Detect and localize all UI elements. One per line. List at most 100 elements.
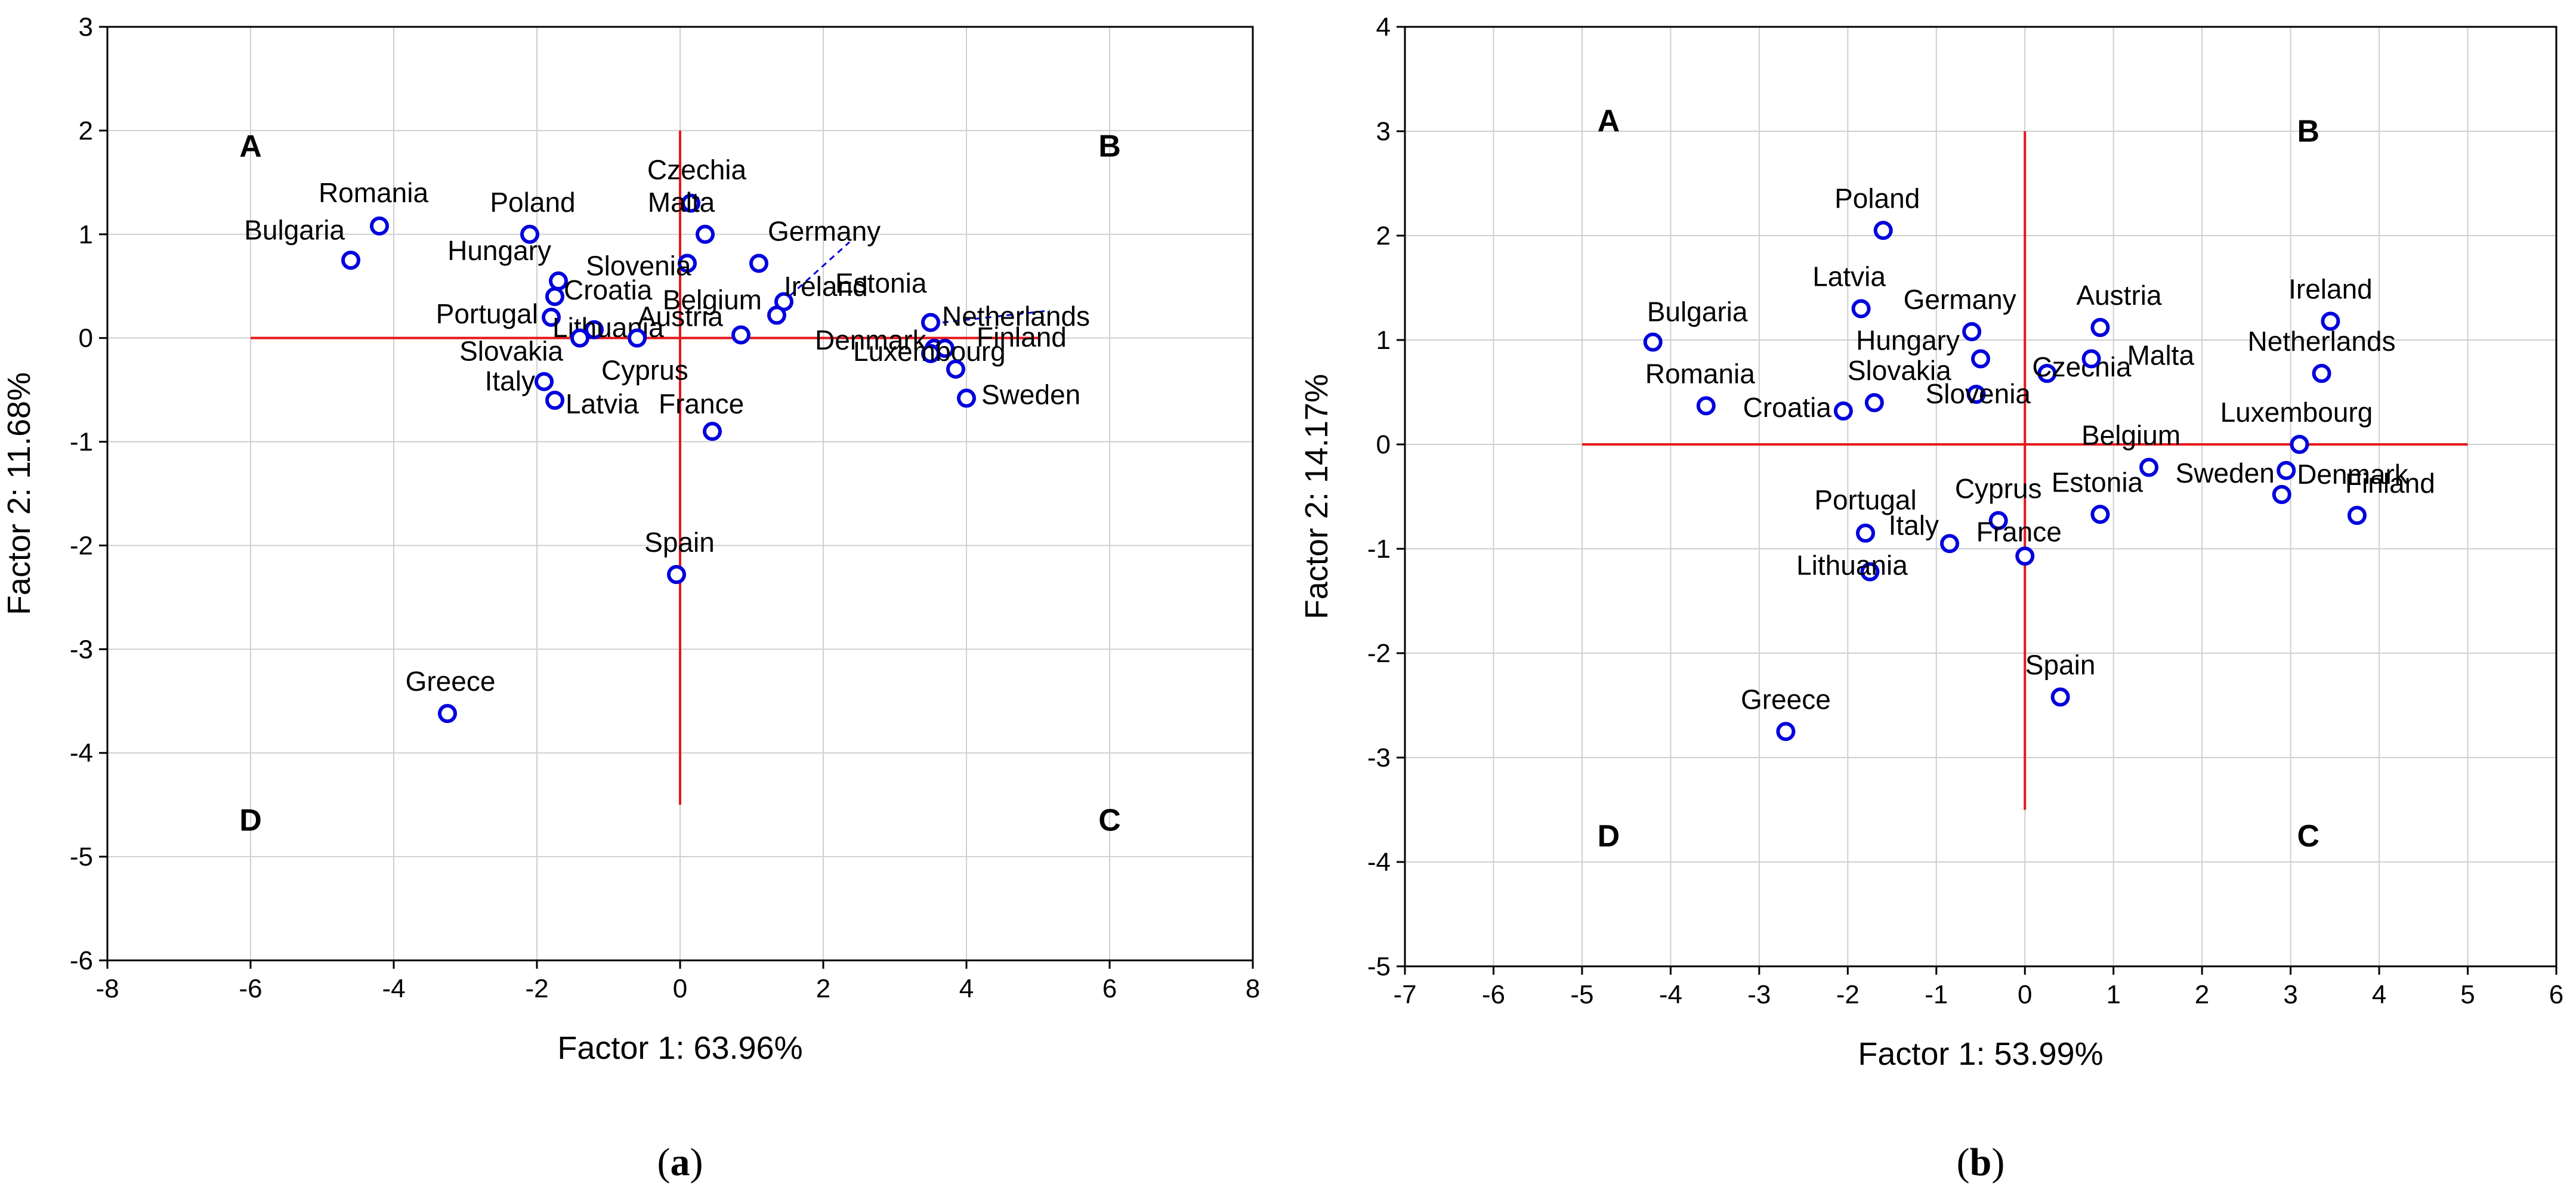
- point-latvia: [1851, 299, 1871, 319]
- x-tick-label: -5: [1570, 980, 1593, 1009]
- point-label-belgium: Belgium: [2081, 420, 2180, 451]
- point-croatia: [1833, 401, 1853, 421]
- point-malta: [696, 224, 715, 244]
- caption-paren: (: [657, 1141, 671, 1184]
- point-label-romania: Romania: [1645, 358, 1756, 389]
- point-romania: [370, 216, 389, 236]
- point-label-austria: Austria: [2076, 280, 2162, 311]
- point-label-bulgaria: Bulgaria: [1647, 296, 1748, 327]
- point-label-france: France: [1976, 516, 2062, 547]
- point-malta: [2081, 349, 2101, 369]
- panel-caption-a: (a): [657, 1141, 703, 1184]
- point-label-france: France: [659, 388, 744, 419]
- point-estonia: [2090, 505, 2110, 524]
- caption-paren: ): [690, 1141, 703, 1184]
- point-belgium: [767, 305, 786, 325]
- point-label-latvia: Latvia: [566, 388, 639, 419]
- chart-panel-b: -7 -6 -5 -4 -3 -2 -1 0 1 2 3 4 5 6 -5 -4 -3 -2 -1 0 1 2 3 4 Fact…: [1299, 13, 2563, 1184]
- point-denmark: [2277, 461, 2296, 480]
- x-axis-title: Factor 1: 63.96%: [557, 1030, 802, 1066]
- quadrant-label-d: D: [239, 803, 262, 838]
- y-tick-label: 3: [79, 13, 93, 42]
- point-slovenia: [1966, 385, 1986, 404]
- quadrant-label-b: B: [2297, 115, 2320, 149]
- point-sweden: [957, 388, 976, 408]
- point-label-poland: Poland: [490, 187, 575, 218]
- point-label-netherlands: Netherlands: [2248, 326, 2396, 357]
- point-label-latvia: Latvia: [1812, 261, 1886, 292]
- point-label-romania: Romania: [319, 177, 429, 208]
- x-tick-label: -8: [95, 974, 119, 1003]
- point-label-estonia: Estonia: [835, 268, 927, 299]
- point-spain: [667, 565, 686, 585]
- point-label-cyprus: Cyprus: [601, 355, 688, 386]
- quadrant-label-c: C: [1098, 803, 1121, 838]
- point-label-czechia: Czechia: [647, 154, 747, 186]
- x-tick-label: -6: [1482, 980, 1505, 1009]
- point-hungary: [1971, 349, 1990, 369]
- point-greece: [438, 704, 457, 724]
- x-tick-label: -3: [1747, 980, 1771, 1009]
- point-label-finland: Finland: [2345, 468, 2435, 499]
- panel-caption-b: (b): [1957, 1141, 2005, 1184]
- x-tick-label: 1: [2106, 980, 2120, 1009]
- y-axis-title: Factor 2: 14.17%: [1299, 374, 1335, 619]
- y-tick-label: 2: [1376, 221, 1391, 251]
- point-label-italy: Italy: [1889, 509, 1939, 540]
- y-tick-label: 4: [1376, 13, 1391, 42]
- caption-paren: ): [1991, 1141, 2004, 1184]
- point-czechia: [681, 193, 700, 213]
- y-tick-label: -3: [70, 635, 93, 664]
- point-bulgaria: [1643, 332, 1663, 352]
- point-germany: [749, 254, 768, 273]
- point-cyprus: [1988, 511, 2008, 530]
- y-tick-label: 2: [79, 116, 93, 146]
- caption-paren: (: [1957, 1141, 1970, 1184]
- caption-letter: b: [1970, 1141, 1992, 1184]
- point-label-denmark: Denmark: [2297, 459, 2409, 490]
- x-tick-label: -7: [1393, 980, 1416, 1009]
- point-label-spain: Spain: [644, 527, 715, 558]
- point-netherlands: [2312, 364, 2331, 383]
- point-label-sweden: Sweden: [981, 379, 1080, 410]
- x-tick-label: 6: [1102, 974, 1117, 1003]
- quadrant-label-b: B: [1098, 129, 1121, 163]
- point-france: [703, 422, 722, 441]
- leader-line: [789, 241, 851, 296]
- point-finland: [946, 359, 965, 379]
- point-label-luxembourg: Luxembourg: [2220, 397, 2373, 428]
- x-tick-label: 0: [2018, 980, 2032, 1009]
- point-label-luxembourg: Luxembourg: [853, 336, 1006, 367]
- point-label-hungary: Hungary: [447, 235, 551, 266]
- point-label-croatia: Croatia: [564, 274, 653, 305]
- point-label-ireland: Ireland: [784, 271, 868, 302]
- point-portugal: [542, 307, 561, 327]
- x-tick-label: 0: [673, 974, 687, 1003]
- y-axis-title: Factor 2: 11.68%: [1, 372, 37, 615]
- x-tick-label: -4: [382, 974, 405, 1003]
- point-label-spain: Spain: [2025, 650, 2096, 681]
- y-tick-label: -1: [70, 428, 93, 457]
- point-label-greece: Greece: [406, 666, 496, 697]
- point-label-portugal: Portugal: [436, 298, 538, 329]
- point-croatia: [545, 287, 564, 307]
- y-tick-label: 0: [79, 324, 93, 353]
- quadrant-label-c: C: [2297, 819, 2320, 854]
- point-portugal: [1856, 523, 1875, 543]
- x-tick-label: 6: [2549, 980, 2563, 1009]
- quadrant-label-d: D: [1598, 819, 1620, 854]
- x-tick-label: 5: [2460, 980, 2475, 1009]
- point-luxembourg: [2290, 435, 2309, 454]
- point-slovenia: [678, 254, 697, 273]
- y-tick-label: -5: [70, 842, 93, 871]
- point-austria: [2090, 318, 2110, 337]
- point-ireland: [2321, 311, 2340, 331]
- plot-frame: [1404, 26, 2558, 968]
- point-label-hungary: Hungary: [1856, 325, 1960, 356]
- y-tick-label: -2: [70, 531, 93, 560]
- y-tick-label: 0: [1376, 430, 1391, 459]
- point-label-cyprus: Cyprus: [1955, 473, 2042, 504]
- point-label-slovenia: Slovenia: [1926, 378, 2031, 409]
- x-tick-label: 4: [2372, 980, 2386, 1009]
- y-tick-label: -2: [1367, 639, 1391, 668]
